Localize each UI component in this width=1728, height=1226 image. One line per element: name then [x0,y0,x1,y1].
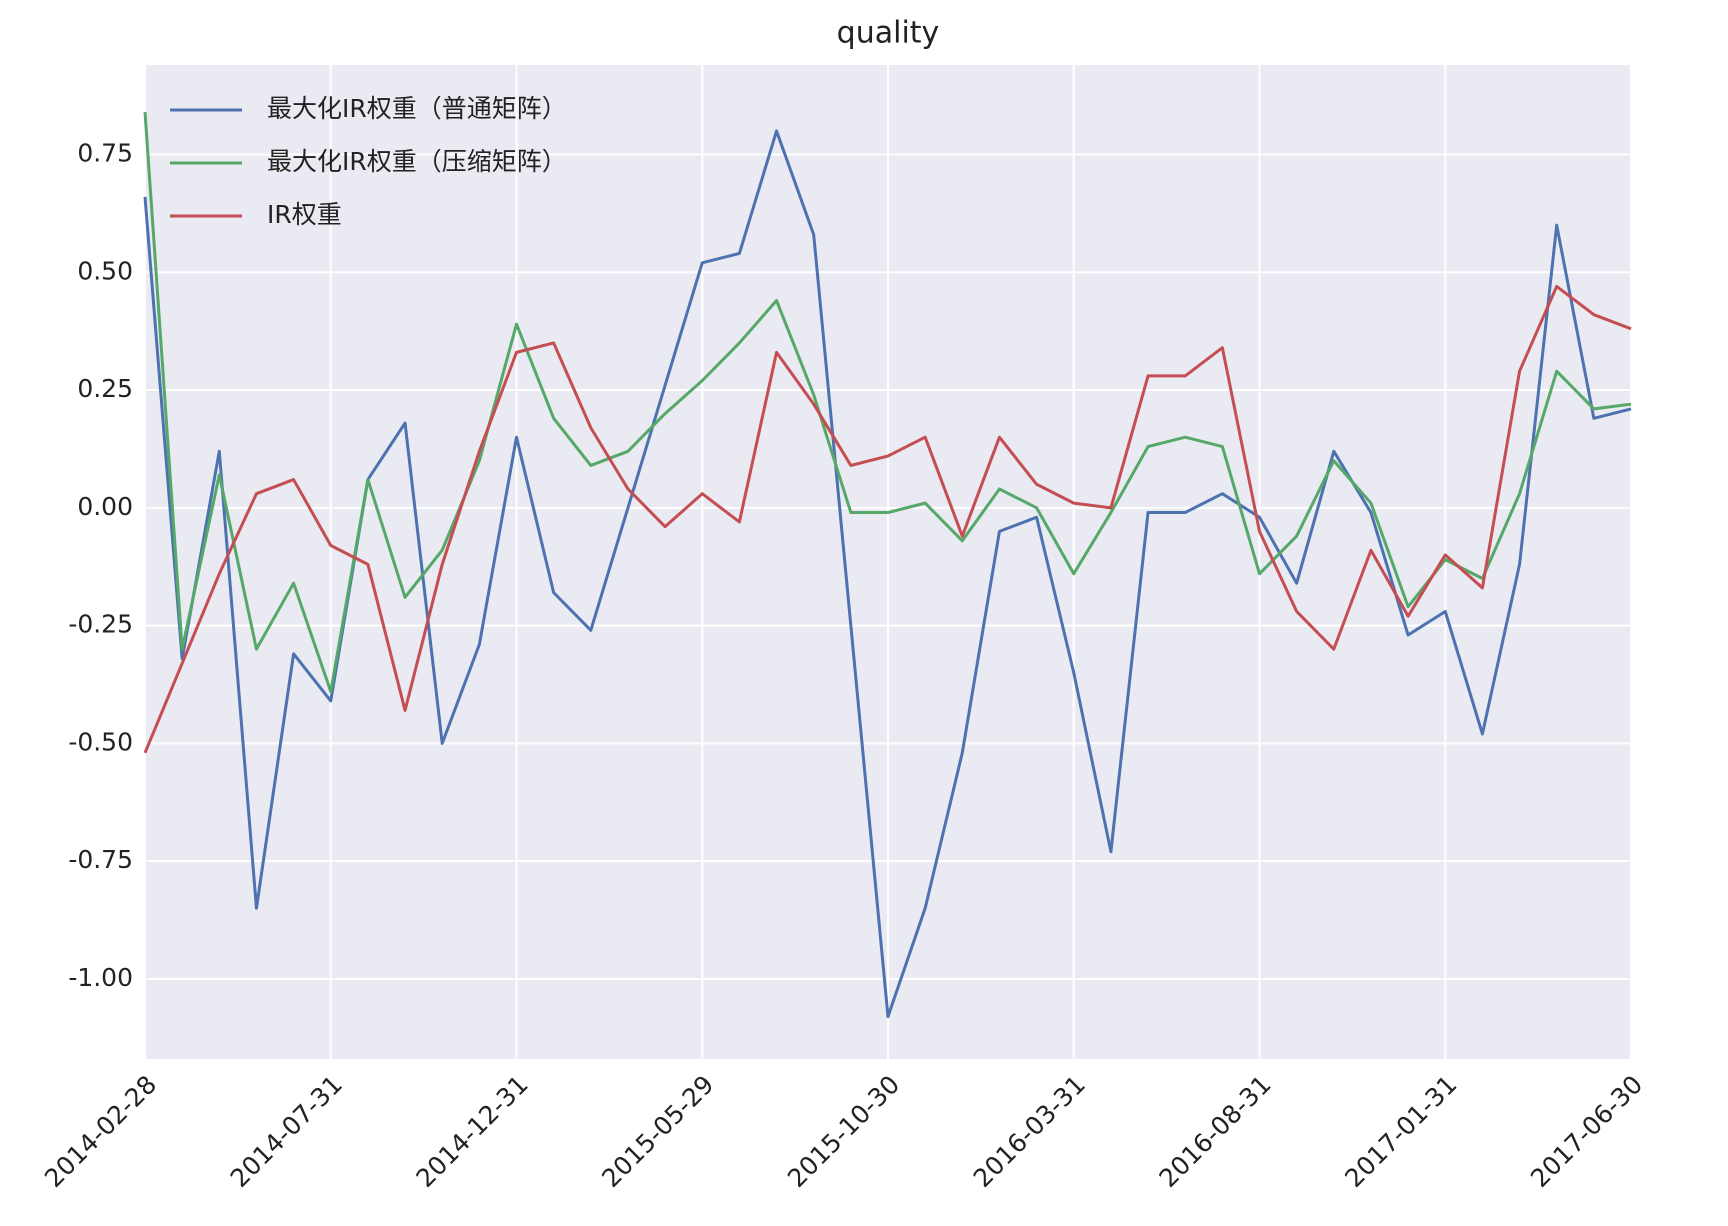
legend-label: 最大化IR权重（普通矩阵） [267,94,567,123]
series-line [143,284,1632,754]
series-line [143,112,1632,694]
y-tick-label: -0.75 [68,845,133,874]
y-tick-label: -0.25 [68,610,133,639]
y-tick-label: 0.25 [77,374,133,403]
chart-title: quality [837,16,940,51]
y-tick-label: 0.50 [77,256,133,285]
legend-label: 最大化IR权重（压缩矩阵） [267,147,567,176]
y-tick-label: -0.50 [68,727,133,756]
y-tick-label: -1.00 [68,963,133,992]
y-tick-label: 0.75 [77,139,133,168]
y-tick-label: 0.00 [77,492,133,521]
legend-label: IR权重 [267,200,342,229]
series-line [143,129,1632,1019]
